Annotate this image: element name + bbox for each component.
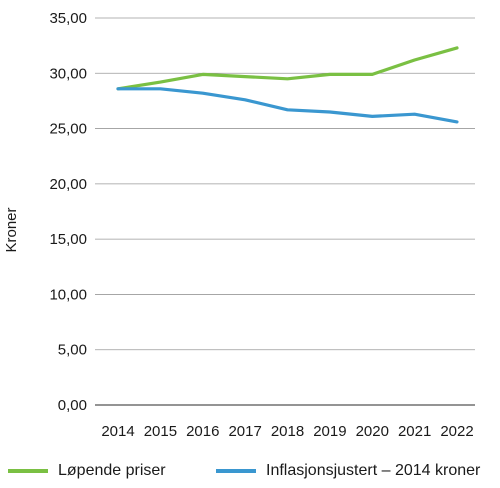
legend-swatch-series-2 bbox=[216, 469, 256, 473]
y-tick-label: 10,00 bbox=[49, 286, 87, 303]
series-line-1 bbox=[116, 46, 459, 91]
y-tick-label: 30,00 bbox=[49, 65, 87, 82]
x-tick-label: 2020 bbox=[356, 423, 389, 440]
series-lines bbox=[116, 46, 459, 124]
legend-item-series-1: Løpende priser bbox=[8, 456, 166, 486]
gridlines bbox=[95, 17, 475, 406]
legend-item-series-2: Inflasjonsjustert – 2014 kroner bbox=[216, 456, 480, 486]
x-tick-label: 2022 bbox=[440, 423, 473, 440]
x-tick-label: 2021 bbox=[398, 423, 431, 440]
line-chart: 0,00 5,00 10,00 15,00 20,00 25,00 30,00 35,00 2… bbox=[3, 10, 475, 440]
legend-label-series-2: Inflasjonsjustert – 2014 kroner bbox=[266, 462, 481, 479]
legend-swatch-series-1 bbox=[8, 469, 48, 473]
legend-label-series-1: Løpende priser bbox=[58, 462, 166, 479]
x-tick-label: 2015 bbox=[144, 423, 177, 440]
y-tick-label: 25,00 bbox=[49, 121, 87, 138]
x-tick-label: 2019 bbox=[313, 423, 346, 440]
x-axis-tick-labels: 2014 2015 2016 2017 2018 2019 2020 2021 2022 bbox=[101, 423, 473, 440]
series-line-2 bbox=[116, 87, 459, 124]
x-tick-label: 2014 bbox=[101, 423, 134, 440]
y-tick-label: 20,00 bbox=[49, 176, 87, 193]
y-axis-label: Kroner bbox=[3, 207, 20, 252]
y-tick-label: 15,00 bbox=[49, 231, 87, 248]
legend: Løpende priser Inflasjonsjustert – 2014 … bbox=[0, 456, 500, 486]
y-tick-label: 0,00 bbox=[58, 397, 87, 414]
x-tick-label: 2018 bbox=[271, 423, 304, 440]
x-tick-label: 2017 bbox=[228, 423, 261, 440]
y-tick-label: 5,00 bbox=[58, 342, 87, 359]
y-tick-label: 35,00 bbox=[49, 10, 87, 27]
x-tick-label: 2016 bbox=[186, 423, 219, 440]
y-axis-tick-labels: 0,00 5,00 10,00 15,00 20,00 25,00 30,00 35,00 bbox=[49, 10, 87, 414]
